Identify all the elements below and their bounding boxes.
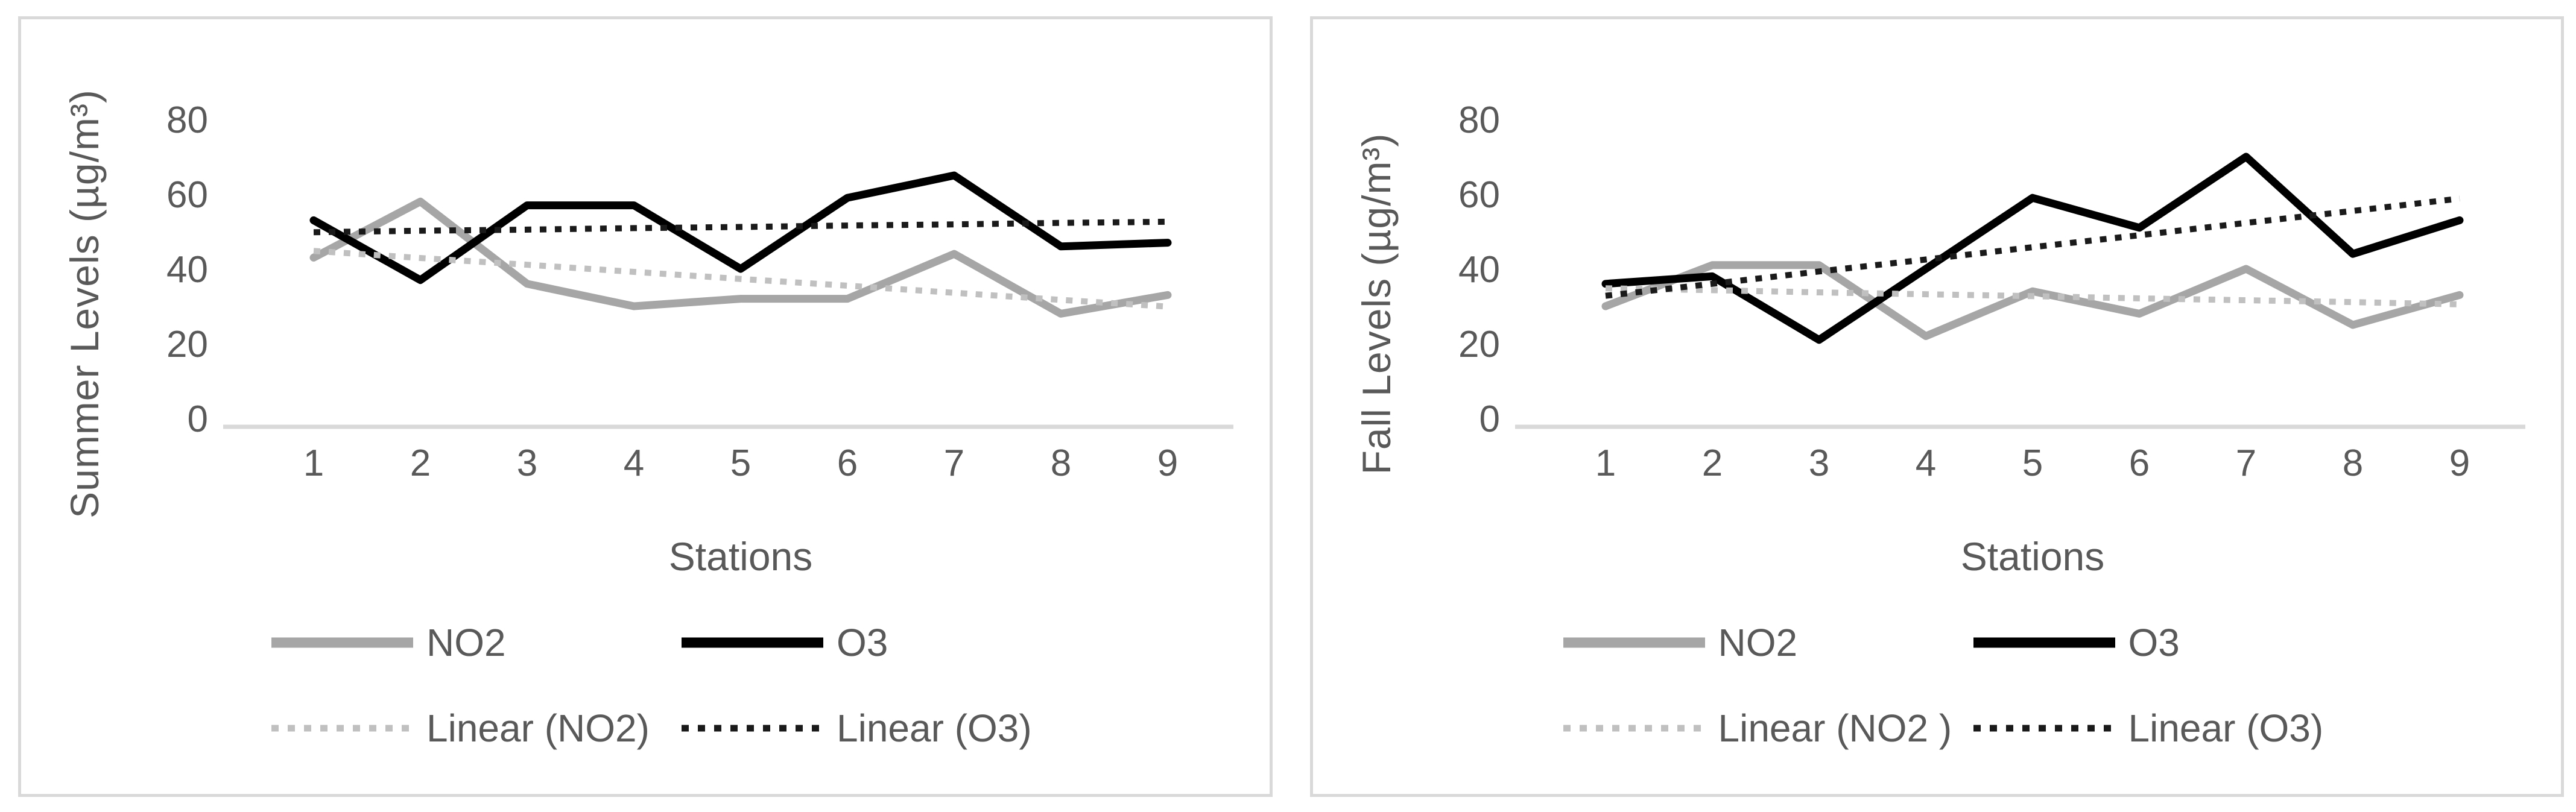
x-tick-label: 1: [303, 442, 324, 484]
y-tick-label: 60: [166, 174, 208, 216]
legend-item-linear-o3: Linear (O3): [682, 706, 1092, 751]
fall-y-axis-title: Fall Levels (µg/m³): [1328, 45, 1425, 563]
x-tick-label: 6: [2128, 442, 2149, 484]
legend-item-no2: NO2: [1563, 620, 1973, 665]
y-tick-label: 0: [188, 398, 208, 440]
legend-label-linear-no2: Linear (NO2): [426, 707, 650, 750]
y-tick-label: 40: [1458, 249, 1500, 291]
x-tick-label: 7: [2235, 442, 2256, 484]
x-tick-label: 3: [517, 442, 537, 484]
linear-no2-dotted-sample-icon: [271, 725, 413, 732]
summer-y-axis-title: Summer Levels (µg/m³): [36, 45, 133, 563]
x-tick-label: 9: [2449, 442, 2469, 484]
x-tick-label: 3: [1808, 442, 1829, 484]
x-tick-label: 5: [2022, 442, 2042, 484]
x-tick-label: 5: [730, 442, 751, 484]
no2-line-sample-icon: [1563, 637, 1705, 648]
summer-plot-area: 0 20 40 60 80 1 2 3 4 5 6 7 8 9 Stations: [166, 99, 1233, 579]
y-tick-label: 0: [1479, 398, 1499, 440]
series-line-linear-o3: [313, 218, 1168, 236]
series-line-linear-no2: [1605, 285, 2460, 307]
fall-legend: NO2 O3 Linear (NO2 ): [1313, 620, 2562, 751]
summer-legend: NO2 O3 Linear (NO2): [21, 620, 1270, 751]
series-line-no2: [309, 197, 1172, 318]
y-tick-label: 40: [166, 249, 208, 291]
no2-line-sample-icon: [271, 637, 413, 648]
legend-item-no2: NO2: [271, 620, 682, 665]
o3-line-sample-icon: [682, 637, 823, 648]
x-tick-label: 2: [1701, 442, 1722, 484]
x-tick-label: 9: [1157, 442, 1178, 484]
y-tick-label: 60: [1458, 174, 1500, 216]
legend-item-linear-no2: Linear (NO2 ): [1563, 706, 1973, 751]
fall-chart-body: Fall Levels (µg/m³) 0 20 40 60 80 1 2 3 4 5 6 7 8 9 St…: [1313, 45, 2562, 587]
legend-label-no2: NO2: [426, 621, 506, 664]
legend-item-linear-o3: Linear (O3): [1973, 706, 2384, 751]
x-tick-label: 8: [2342, 442, 2362, 484]
linear-o3-dotted-sample-icon: [1973, 725, 2115, 732]
linear-no2-dotted-sample-icon: [1563, 725, 1705, 732]
x-tick-label: 1: [1595, 442, 1615, 484]
y-tick-label: 80: [1458, 99, 1500, 141]
series-line-o3: [1601, 153, 2463, 344]
x-tick-label: 4: [1915, 442, 1935, 484]
x-axis-title: Stations: [669, 534, 812, 579]
x-tick-label: 4: [624, 442, 644, 484]
legend-label-linear-no2: Linear (NO2 ): [1718, 707, 1952, 750]
chart-panel-summer: Summer Levels (µg/m³) 0 20 40 60 80 1 2 3 4 5 6 7 8 9…: [18, 16, 1273, 797]
legend-item-linear-no2: Linear (NO2): [271, 706, 682, 751]
summer-y-axis-title-text: Summer Levels (µg/m³): [62, 89, 107, 518]
legend-label-linear-o3: Linear (O3): [837, 707, 1032, 750]
series-line-linear-o3: [1604, 195, 2460, 299]
fall-y-axis-title-text: Fall Levels (µg/m³): [1353, 133, 1399, 475]
y-tick-label: 20: [166, 324, 208, 365]
summer-chart-body: Summer Levels (µg/m³) 0 20 40 60 80 1 2 3 4 5 6 7 8 9…: [21, 45, 1270, 587]
legend-label-no2: NO2: [1718, 621, 1798, 664]
fall-legend-row-1: NO2 O3: [1563, 620, 2562, 665]
x-axis-title: Stations: [1960, 534, 2104, 579]
legend-label-o3: O3: [2128, 621, 2180, 664]
y-tick-label: 20: [1458, 324, 1500, 365]
legend-item-o3: O3: [682, 620, 1092, 665]
fall-legend-row-2: Linear (NO2 ) Linear (O3): [1563, 706, 2562, 751]
x-tick-label: 2: [410, 442, 431, 484]
linear-o3-dotted-sample-icon: [682, 725, 823, 732]
fall-plot-area: 0 20 40 60 80 1 2 3 4 5 6 7 8 9 Stations: [1458, 99, 2525, 579]
x-tick-label: 8: [1051, 442, 1071, 484]
o3-line-sample-icon: [1973, 637, 2115, 648]
chart-panel-fall: Fall Levels (µg/m³) 0 20 40 60 80 1 2 3 4 5 6 7 8 9 St…: [1309, 16, 2564, 797]
legend-item-o3: O3: [1973, 620, 2384, 665]
x-tick-label: 6: [837, 442, 858, 484]
summer-legend-row-1: NO2 O3: [271, 620, 1270, 665]
series-line-linear-no2: [313, 248, 1168, 310]
y-tick-label: 80: [166, 99, 208, 141]
legend-label-o3: O3: [837, 621, 888, 664]
x-tick-label: 7: [944, 442, 964, 484]
series-line-no2: [1601, 261, 2463, 341]
summer-legend-row-2: Linear (NO2) Linear (O3): [271, 706, 1270, 751]
legend-label-linear-o3: Linear (O3): [2128, 707, 2324, 750]
